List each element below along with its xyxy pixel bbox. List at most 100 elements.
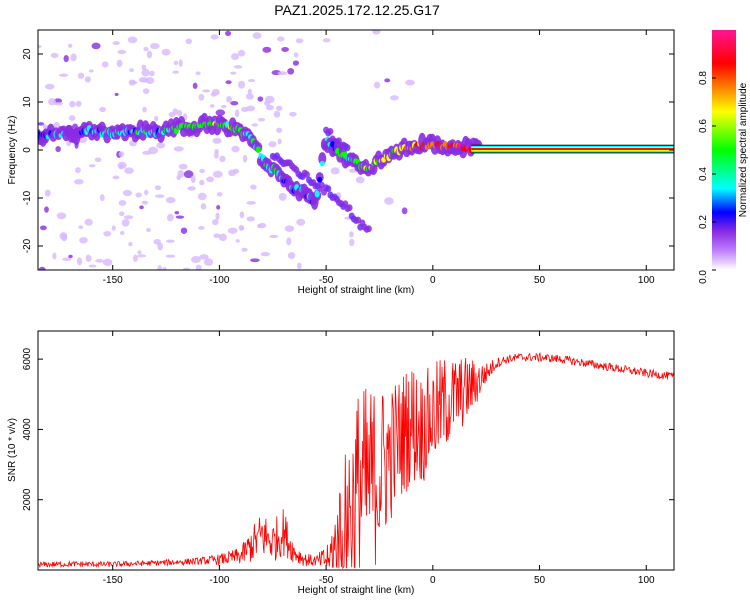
noise-blob — [190, 175, 196, 183]
noise-blob — [141, 68, 150, 77]
spectrogram-y-tick-label: 20 — [22, 48, 33, 60]
noise-blob — [293, 52, 299, 58]
noise-blob — [172, 70, 180, 74]
noise-blob — [198, 226, 205, 230]
noise-blob — [150, 43, 160, 50]
spectrogram-x-tick: 0 — [430, 30, 436, 286]
noise-blob — [257, 118, 266, 122]
noise-blob — [88, 264, 97, 268]
noise-blob — [251, 123, 259, 127]
noise-blob — [220, 104, 227, 109]
colorbar-tick-label: 0.8 — [698, 71, 709, 85]
secondary-ridge-blob-1 — [327, 127, 334, 135]
noise-blob — [68, 254, 73, 259]
noise-blob — [287, 68, 295, 75]
ridge-core — [319, 160, 325, 167]
noise-blob — [99, 106, 106, 113]
noise-blob — [234, 65, 243, 69]
noise-blob — [213, 233, 221, 238]
noise-blob — [77, 72, 85, 79]
noise-blob — [187, 186, 196, 191]
noise-blob — [157, 265, 163, 270]
snr-frame — [37, 330, 675, 571]
noise-blob — [296, 218, 306, 226]
spectrogram-x-tick: -100 — [209, 30, 230, 286]
colorbar-tick: 0.6 — [698, 119, 716, 133]
noise-blob — [154, 115, 159, 122]
noise-blob — [219, 155, 226, 163]
noise-blob — [44, 83, 55, 90]
spectrogram-x-ticks: -150 -100 -50 0 50 100 — [103, 30, 655, 286]
snr-y-tick-label: 6000 — [22, 348, 33, 371]
noise-blob — [372, 30, 381, 35]
noise-blob — [180, 227, 188, 235]
noise-blob — [95, 259, 104, 263]
noise-blob — [124, 167, 134, 174]
secondary-ridge-blob-0 — [303, 171, 310, 179]
noise-blob — [74, 178, 84, 185]
noise-blob — [84, 218, 93, 226]
spectrogram-x-tick-label: -150 — [103, 275, 123, 286]
noise-blob — [128, 241, 133, 247]
noise-blob — [237, 49, 246, 57]
noise-blob — [176, 109, 183, 117]
noise-blob — [116, 59, 123, 68]
noise-blob — [199, 254, 209, 260]
noise-blob — [210, 34, 219, 40]
noise-blob — [173, 60, 179, 66]
snr-x-tick-label: -100 — [209, 575, 229, 586]
noise-blob — [257, 96, 264, 102]
noise-blob — [275, 127, 283, 133]
spectrogram-x-tick-label: -100 — [209, 275, 229, 286]
colorbar-tick-label: 0.6 — [698, 119, 709, 133]
noise-blob — [122, 189, 132, 197]
noise-blob — [250, 184, 257, 190]
noise-blob — [250, 258, 260, 263]
noise-blob — [349, 238, 355, 247]
noise-blob — [232, 168, 240, 174]
noise-blob — [401, 207, 408, 215]
noise-blob — [289, 111, 297, 117]
noise-blob — [292, 60, 300, 66]
noise-blob — [143, 46, 149, 52]
spectrogram-y-tick: 10 — [22, 96, 674, 108]
noise-blob — [211, 88, 220, 96]
noise-blob — [123, 215, 134, 220]
noise-blob — [242, 154, 248, 163]
noise-blob — [117, 49, 127, 55]
noise-blob — [191, 256, 201, 264]
noise-blob — [209, 104, 215, 108]
noise-blob — [234, 109, 240, 118]
noise-blob — [139, 205, 144, 210]
noise-blob — [67, 43, 73, 48]
noise-blob — [273, 110, 281, 118]
snr-x-ticks: -150 -100 -50 0 50 100 — [103, 331, 655, 586]
noise-blob — [101, 61, 109, 68]
spectrogram-x-tick-label: -50 — [319, 275, 334, 286]
noise-blob — [269, 234, 279, 239]
noise-blob — [50, 52, 59, 58]
noise-blob — [384, 197, 394, 205]
noise-blob — [322, 38, 331, 43]
noise-blob — [127, 36, 138, 44]
noise-blob — [148, 146, 159, 155]
noise-blob — [62, 257, 72, 261]
colorbar-label: Normalized spectral amplitude — [738, 82, 749, 217]
noise-blob — [118, 151, 125, 157]
noise-blob — [199, 179, 205, 186]
noise-blob — [142, 106, 147, 113]
noise-blob — [141, 200, 149, 205]
noise-blob — [246, 216, 255, 222]
noise-blob — [239, 211, 245, 219]
noise-blob — [178, 163, 188, 170]
snr-x-tick: 0 — [430, 331, 436, 586]
noise-blob — [286, 237, 292, 246]
spectrogram-x-tick: -150 — [103, 30, 123, 286]
spectrogram-y-tick: -10 — [22, 190, 674, 205]
ridge-halo — [318, 152, 327, 165]
noise-blob — [330, 167, 340, 175]
noise-blob — [216, 192, 223, 197]
noise-blob — [70, 53, 77, 62]
snr-panel: -150 -100 -50 0 50 100 2000 4000 6000 Height of… — [7, 330, 675, 596]
noise-blob — [202, 89, 211, 93]
